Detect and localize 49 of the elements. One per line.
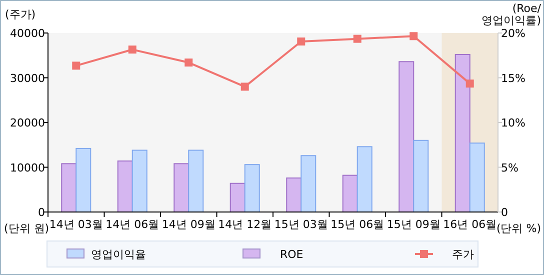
bar <box>132 150 148 212</box>
y-axis-title: (주가) <box>5 8 36 21</box>
legend-label: 영업이익율 <box>91 248 146 261</box>
x-tick-label: 15년 06월 <box>330 218 384 231</box>
bar <box>174 163 190 212</box>
point <box>297 38 306 46</box>
bar <box>286 177 302 212</box>
x-tick-label: 14년 09월 <box>162 218 216 231</box>
bar <box>61 163 77 212</box>
y2-tick-label: 0 <box>501 206 508 219</box>
x-tick-label: 15년 03월 <box>274 218 328 231</box>
y-tick-label: 20000 <box>10 116 45 130</box>
point <box>466 80 474 88</box>
y-tick-label: 10000 <box>10 161 45 174</box>
bar <box>454 54 470 212</box>
y-tick-label: 0 <box>38 206 45 219</box>
x-tick-label: 14년 12월 <box>218 218 272 231</box>
bar <box>398 61 414 212</box>
point <box>72 62 80 70</box>
y-tick-label: 40000 <box>10 27 45 40</box>
bar <box>469 142 485 212</box>
bar <box>230 182 246 212</box>
text: (단위 원) <box>4 222 50 235</box>
bar <box>117 160 133 212</box>
y2-axis-title: (Roe/ 영업이익률) <box>482 2 542 27</box>
point <box>353 34 362 43</box>
y2-tick-label: 20% <box>501 27 526 40</box>
legend-label: ROE <box>280 248 304 261</box>
x-tick-label: 14년 03월 <box>49 218 103 231</box>
y2-tick-label: 10% <box>501 116 526 130</box>
bar <box>300 155 316 212</box>
point <box>128 46 136 54</box>
y-tick-label: 30000 <box>10 72 45 85</box>
legend-label: 주가 <box>452 248 474 261</box>
x-tick-label: 14년 06월 <box>106 218 160 231</box>
y2-tick-label: 5% <box>501 161 518 174</box>
bar <box>76 148 92 212</box>
bar <box>356 146 372 212</box>
bar <box>413 140 429 212</box>
bar <box>342 174 358 212</box>
point <box>240 82 249 91</box>
bar <box>244 164 260 212</box>
y2-tick-label: 15% <box>501 72 526 85</box>
text: (단위 %) <box>496 222 541 235</box>
bar <box>188 150 204 212</box>
x-tick-label: 16년 06월 <box>443 218 497 231</box>
point <box>184 58 193 67</box>
x-tick-label: 15년 09월 <box>386 218 440 231</box>
point <box>410 32 418 40</box>
